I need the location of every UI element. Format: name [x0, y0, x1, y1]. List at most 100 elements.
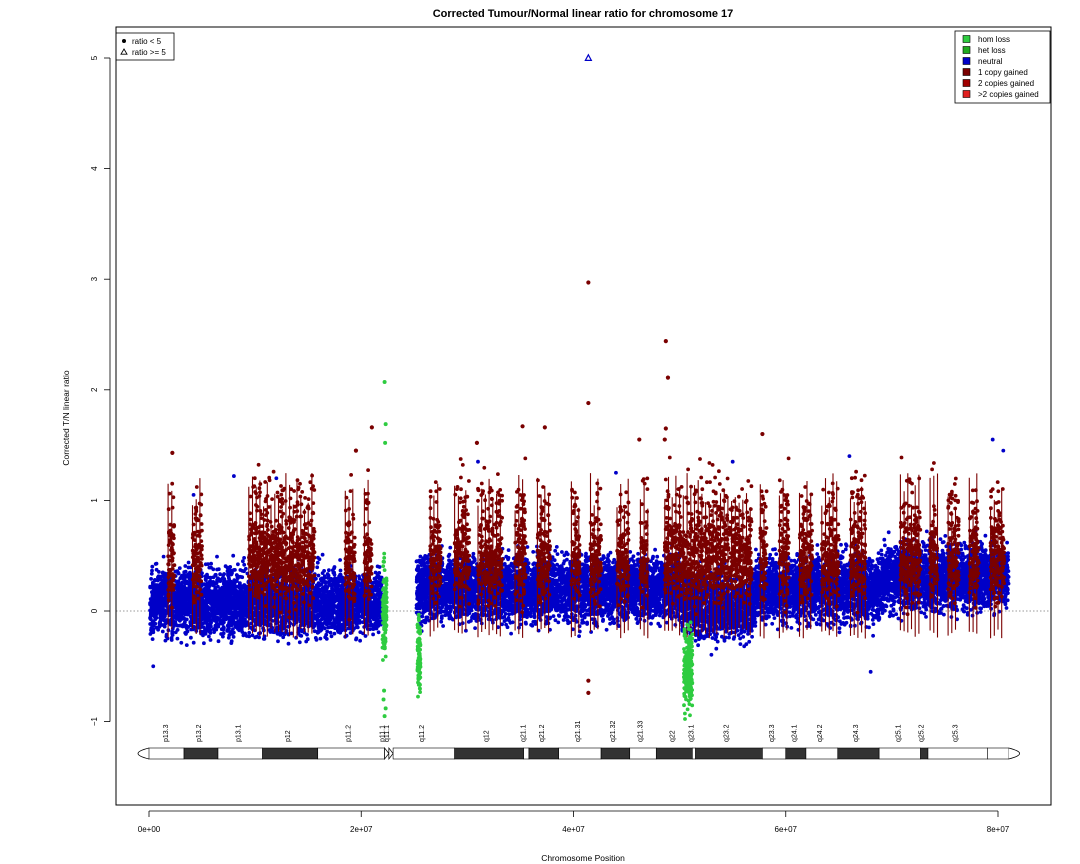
- neutral-point: [224, 606, 228, 610]
- neutral-point: [194, 609, 198, 613]
- neutral-point: [209, 566, 213, 570]
- neutral-point: [174, 609, 178, 613]
- neutral-point: [300, 629, 304, 633]
- neutral-point: [368, 627, 372, 631]
- neutral-point: [230, 588, 234, 592]
- neutral-point: [203, 589, 207, 593]
- neutral-point: [370, 623, 374, 627]
- neutral-point: [177, 605, 181, 609]
- neutral-point: [267, 628, 271, 632]
- neutral-point: [225, 589, 229, 593]
- neutral-point: [337, 578, 341, 582]
- neutral-point: [218, 607, 222, 611]
- neutral-point: [206, 562, 210, 566]
- neutral-point: [204, 632, 208, 636]
- neutral-point: [200, 599, 204, 603]
- neutral-point: [336, 585, 340, 589]
- neutral-point: [611, 561, 615, 565]
- neutral-point: [156, 578, 160, 582]
- neutral-point: [375, 619, 379, 623]
- neutral-point: [215, 604, 219, 608]
- neutral-point: [151, 637, 155, 641]
- neutral-point: [360, 615, 364, 619]
- neutral-point: [205, 609, 209, 613]
- neutral-point: [160, 593, 164, 597]
- neutral-point: [155, 603, 159, 607]
- neutral-point: [338, 558, 342, 562]
- neutral-point: [327, 568, 331, 572]
- neutral-point: [155, 568, 159, 572]
- neutral-point: [150, 606, 154, 610]
- neutral-point: [242, 634, 246, 638]
- neutral-point: [210, 594, 214, 598]
- neutral-point: [229, 603, 233, 607]
- neutral-point: [183, 613, 187, 617]
- neutral-point: [182, 617, 186, 621]
- neutral-point: [332, 566, 336, 570]
- neutral-point: [234, 625, 238, 629]
- neutral-point: [247, 631, 251, 635]
- neutral-point: [374, 571, 378, 575]
- neutral-point: [371, 614, 375, 618]
- neutral-point: [239, 568, 243, 572]
- y-axis-label: Corrected T/N linear ratio: [61, 370, 71, 466]
- neutral-point: [207, 635, 211, 639]
- neutral-point: [170, 638, 174, 642]
- neutral-point: [170, 632, 174, 636]
- neutral-point: [371, 609, 375, 613]
- neutral-point: [244, 601, 248, 605]
- neutral-point: [153, 587, 157, 591]
- neutral-point: [330, 634, 334, 638]
- neutral-point: [148, 585, 152, 589]
- neutral-point: [339, 569, 343, 573]
- neutral-point: [333, 632, 337, 636]
- neutral-point: [202, 641, 206, 645]
- neutral-point: [341, 609, 345, 613]
- neutral-point: [176, 628, 180, 632]
- neutral-point: [212, 630, 216, 634]
- neutral-point: [305, 633, 309, 637]
- neutral-point: [162, 555, 166, 559]
- neutral-point: [214, 619, 218, 623]
- neutral-point: [333, 626, 337, 630]
- neutral-point: [204, 574, 208, 578]
- neutral-point: [211, 615, 215, 619]
- neutral-point: [162, 598, 166, 602]
- neutral-point: [317, 584, 321, 588]
- neutral-point: [200, 606, 204, 610]
- neutral-point: [330, 587, 334, 591]
- neutral-point: [216, 585, 220, 589]
- neutral-point: [213, 610, 217, 614]
- neutral-point: [161, 630, 165, 634]
- neutral-point: [246, 623, 250, 627]
- neutral-point: [213, 625, 217, 629]
- neutral-point: [187, 566, 191, 570]
- neutral-point: [238, 608, 242, 612]
- neutral-point: [215, 581, 219, 585]
- neutral-point: [323, 635, 327, 639]
- neutral-point: [357, 620, 361, 624]
- neutral-point: [244, 613, 248, 617]
- neutral-point: [242, 556, 246, 560]
- neutral-point: [319, 637, 323, 641]
- neutral-point: [287, 642, 291, 646]
- neutral-point: [233, 595, 237, 599]
- neutral-point: [179, 641, 183, 645]
- neutral-point: [183, 621, 187, 625]
- neutral-point: [230, 592, 234, 596]
- neutral-point: [162, 590, 166, 594]
- neutral-point: [184, 632, 188, 636]
- neutral-point: [321, 571, 325, 575]
- neutral-point: [295, 614, 299, 618]
- neutral-point: [154, 562, 158, 566]
- neutral-point: [209, 576, 213, 580]
- neutral-point: [229, 573, 233, 577]
- neutral-point: [315, 606, 319, 610]
- x-axis-label: Chromosome Position: [541, 853, 625, 863]
- neutral-point: [321, 615, 325, 619]
- neutral-point: [219, 620, 223, 624]
- neutral-point: [215, 593, 219, 597]
- neutral-point: [318, 588, 322, 592]
- neutral-point: [217, 567, 221, 571]
- neutral-point: [151, 592, 155, 596]
